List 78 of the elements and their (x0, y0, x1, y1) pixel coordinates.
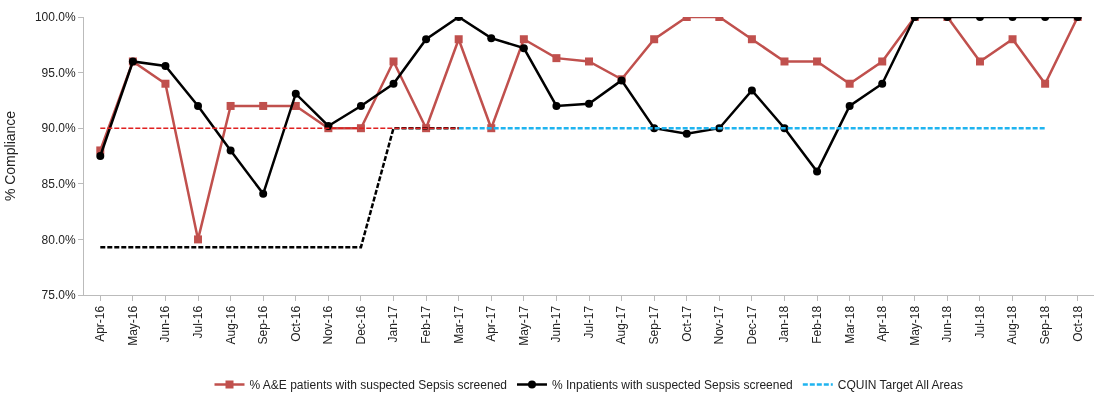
x-tick-label: Sep-16 (256, 305, 271, 345)
point (878, 57, 887, 66)
x-tick-label: Oct-18 (1070, 305, 1085, 342)
point (682, 129, 691, 138)
point (1041, 79, 1050, 88)
point (845, 79, 854, 88)
point (878, 79, 887, 88)
point (552, 101, 561, 110)
point (975, 57, 984, 66)
x-tick-label: Jun-18 (940, 305, 955, 343)
point (780, 57, 789, 66)
x-tick-label: Aug-17 (614, 305, 629, 345)
x-tick-label: Apr-18 (875, 305, 890, 342)
x-tick-label: May-16 (125, 305, 140, 346)
x-tick-label: Feb-18 (809, 305, 824, 344)
point (585, 57, 593, 66)
x-tick-label: Aug-18 (1005, 305, 1020, 345)
point (389, 57, 398, 66)
point (747, 35, 756, 44)
point (650, 35, 659, 44)
point (226, 146, 235, 155)
y-tick-label: 80.0% (41, 232, 76, 247)
point (845, 101, 854, 110)
y-axis-title: % Compliance (2, 110, 19, 202)
x-tick-label: Mar-17 (451, 305, 466, 344)
y-tick-label: 90.0% (41, 121, 76, 136)
x-tick-label: Apr-16 (93, 305, 108, 342)
point (1008, 35, 1017, 44)
legend-label: % A&E patients with suspected Sepsis screened (249, 378, 507, 393)
x-tick-label: Jun-16 (158, 305, 173, 343)
point (747, 86, 756, 95)
point (585, 99, 593, 108)
y-tick-label: 85.0% (41, 177, 76, 191)
point (813, 167, 822, 176)
point (161, 79, 170, 88)
point (454, 35, 463, 44)
x-tick-label: Oct-16 (288, 305, 303, 342)
x-tick-label: May-17 (516, 305, 531, 346)
x-tick-label: May-18 (907, 305, 922, 346)
x-tick-label: Dec-17 (744, 305, 759, 345)
point (552, 54, 561, 63)
point (291, 89, 300, 98)
point (226, 101, 235, 110)
x-tick-label: Aug-16 (223, 305, 238, 345)
y-tick-label: 75.0% (41, 288, 76, 303)
point (389, 79, 398, 88)
x-tick-label: Jul-18 (972, 305, 987, 339)
x-tick-label: Jul-16 (190, 305, 205, 339)
legend-label: CQUIN Target All Areas (837, 378, 963, 393)
x-tick-label: Apr-17 (484, 305, 499, 342)
y-tick-label: 100.0% (34, 10, 76, 25)
x-tick-label: Sep-17 (647, 305, 662, 345)
x-tick-label: Oct-17 (679, 305, 694, 342)
x-tick-label: Feb-17 (419, 305, 433, 344)
point (259, 101, 268, 110)
x-tick-label: Jun-17 (549, 305, 564, 343)
y-tick-label: 95.0% (41, 65, 76, 80)
point (356, 101, 365, 110)
point (519, 35, 528, 44)
x-tick-label: Sep-18 (1038, 305, 1053, 345)
x-tick-label: Mar-18 (842, 305, 857, 344)
point (194, 235, 203, 244)
point (813, 57, 822, 66)
x-tick-label: Jan-17 (386, 305, 401, 343)
legend-label: % Inpatients with suspected Sepsis screened (551, 378, 793, 393)
point (356, 124, 365, 133)
point (487, 34, 496, 43)
point (96, 152, 105, 160)
point (422, 35, 431, 44)
x-tick-label: Dec-16 (353, 305, 368, 345)
point (259, 189, 268, 198)
x-tick-label: Jul-17 (581, 305, 596, 339)
point (161, 61, 170, 70)
x-tick-label: Jan-18 (777, 305, 792, 343)
point (194, 101, 203, 110)
x-tick-label: Nov-17 (712, 305, 727, 345)
x-tick-label: Nov-16 (321, 305, 336, 345)
point (519, 44, 528, 53)
